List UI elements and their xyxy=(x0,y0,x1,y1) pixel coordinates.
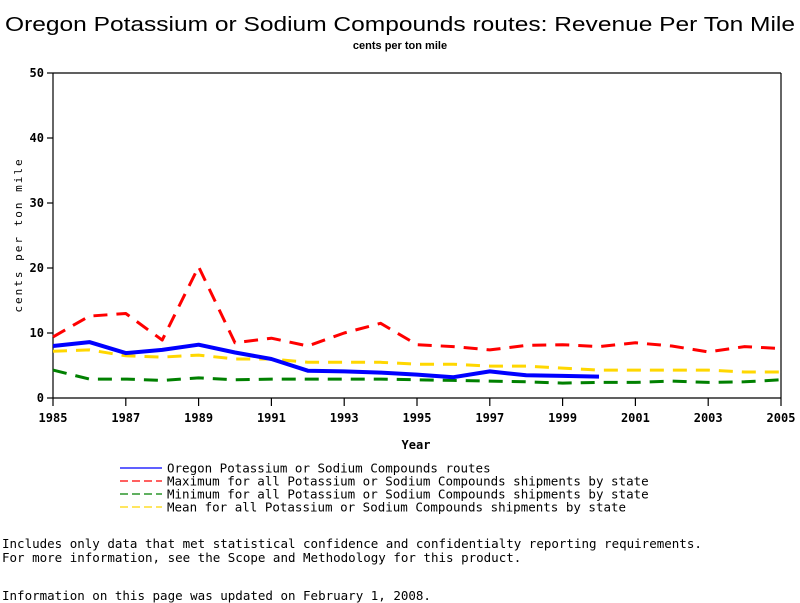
x-tick-label: 2001 xyxy=(621,411,650,425)
y-tick-label: 50 xyxy=(30,66,44,80)
y-tick-label: 20 xyxy=(30,261,44,275)
x-tick-label: 1999 xyxy=(548,411,577,425)
x-tick-label: 2003 xyxy=(694,411,723,425)
y-tick-label: 0 xyxy=(37,391,44,405)
x-tick-label: 1997 xyxy=(475,411,504,425)
x-tick-label: 1991 xyxy=(257,411,286,425)
note-confidence: Includes only data that met statistical … xyxy=(2,536,702,551)
x-tick-label: 1989 xyxy=(184,411,213,425)
x-tick-label: 1985 xyxy=(39,411,68,425)
x-tick-label: 1993 xyxy=(330,411,359,425)
chart-title: Oregon Potassium or Sodium Compounds rou… xyxy=(5,14,795,36)
x-axis-label: Year xyxy=(402,438,431,452)
note-methodology: For more information, see the Scope and … xyxy=(2,550,521,565)
x-tick-label: 1995 xyxy=(403,411,432,425)
legend-label: Mean for all Potassium or Sodium Compoun… xyxy=(167,500,626,515)
x-tick-label: 1987 xyxy=(111,411,140,425)
series-line-1 xyxy=(53,267,781,352)
y-ticks: 0 10 20 30 40 50 xyxy=(30,66,53,405)
note-updated: Information on this page was updated on … xyxy=(2,588,431,603)
series-layer xyxy=(53,267,781,384)
y-tick-label: 30 xyxy=(30,196,44,210)
chart-subtitle: cents per ton mile xyxy=(353,40,447,52)
x-tick-label: 2005 xyxy=(767,411,796,425)
y-axis-label: cents per ton mile xyxy=(12,157,25,312)
series-line-3 xyxy=(53,350,781,372)
y-tick-label: 40 xyxy=(30,131,44,145)
legend: Oregon Potassium or Sodium Compounds rou… xyxy=(120,461,649,515)
y-tick-label: 10 xyxy=(30,326,44,340)
x-ticks: 1985 1987 1989 1991 1993 1995 1997 1999 2001 2003… xyxy=(39,398,796,425)
